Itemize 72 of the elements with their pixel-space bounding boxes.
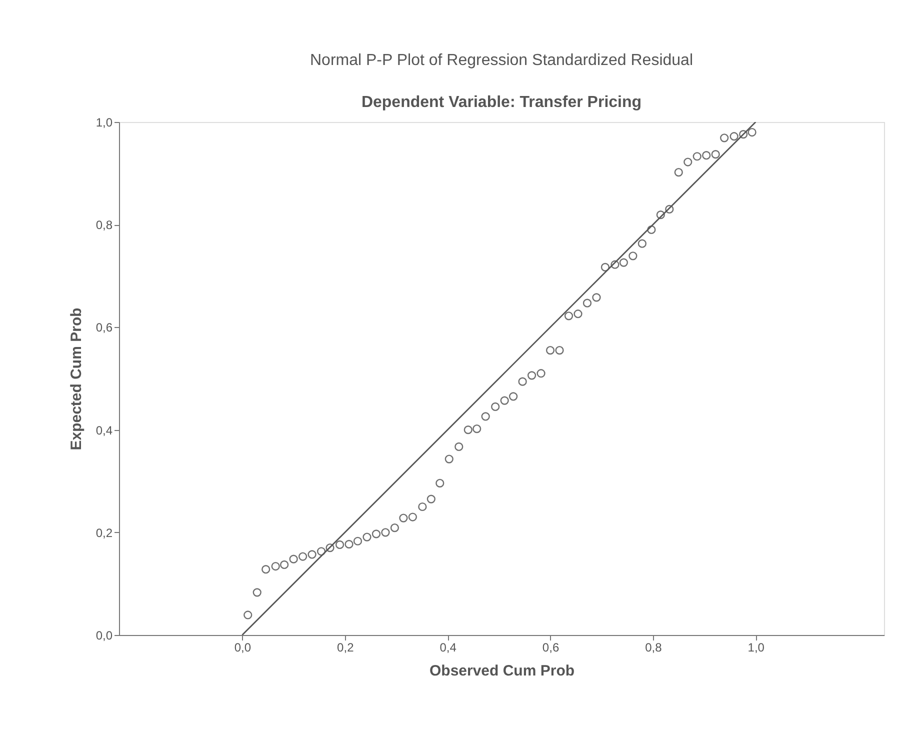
x-tick-label: 0,6 [542,640,560,654]
point [252,588,262,597]
point [500,396,509,405]
x-tick-label: 0,2 [337,640,354,654]
point [372,530,381,538]
point [711,150,720,159]
y-tick-label: 0,6 [96,320,113,335]
point [308,550,316,559]
y-tick-label: 0,4 [96,423,113,438]
point [684,158,692,166]
point [665,204,674,214]
point [491,402,500,412]
point [464,426,472,434]
point [600,262,610,272]
point [536,369,546,378]
point [399,514,408,522]
point [546,346,555,355]
y-tick-label: 0,0 [96,628,113,642]
point [582,298,592,308]
point [702,151,711,160]
point [730,132,738,141]
point [527,371,536,380]
point [335,540,344,550]
point [481,412,490,421]
point [610,260,620,269]
chart-subtitle: Dependent Variable: Transfer Pricing [361,94,642,111]
point [280,560,289,570]
point [362,532,372,542]
point [720,134,729,142]
point [244,610,252,620]
x-axis-title: Observed Cum Prob [429,662,575,680]
point [408,512,417,522]
point [555,346,564,355]
y-tick-label: 0,2 [96,526,113,540]
point [436,478,444,488]
point [326,543,334,552]
point [426,494,436,504]
point [289,554,298,564]
point [518,377,527,386]
point [444,454,454,464]
y-axis-title: Expected Cum Prob [68,308,85,450]
point [574,310,582,318]
x-tick-label: 0,8 [645,640,662,654]
point [619,258,628,267]
point [381,528,390,537]
x-tick-label: 0,4 [440,640,457,654]
x-tick-label: 1,0 [748,640,765,654]
y-tick-label: 1,0 [96,116,113,130]
point [390,523,400,532]
x-tick-label: 0,0 [234,640,252,654]
point [628,252,638,260]
y-tick-label: 0,8 [96,218,113,232]
point [739,130,748,139]
point [271,562,280,571]
chart-title: Normal P-P Plot of Regression Standardized Residual [310,52,694,69]
point [564,312,574,320]
point [298,552,308,561]
point [454,442,464,452]
point [472,424,482,434]
point [592,293,601,302]
point [344,540,354,548]
point [262,565,270,574]
point [656,210,665,220]
point [418,502,427,512]
point [316,547,326,556]
point [353,536,362,546]
point [748,128,756,137]
point [692,152,702,161]
point [638,239,646,248]
point [509,392,518,401]
point [647,225,656,234]
point [674,168,683,177]
